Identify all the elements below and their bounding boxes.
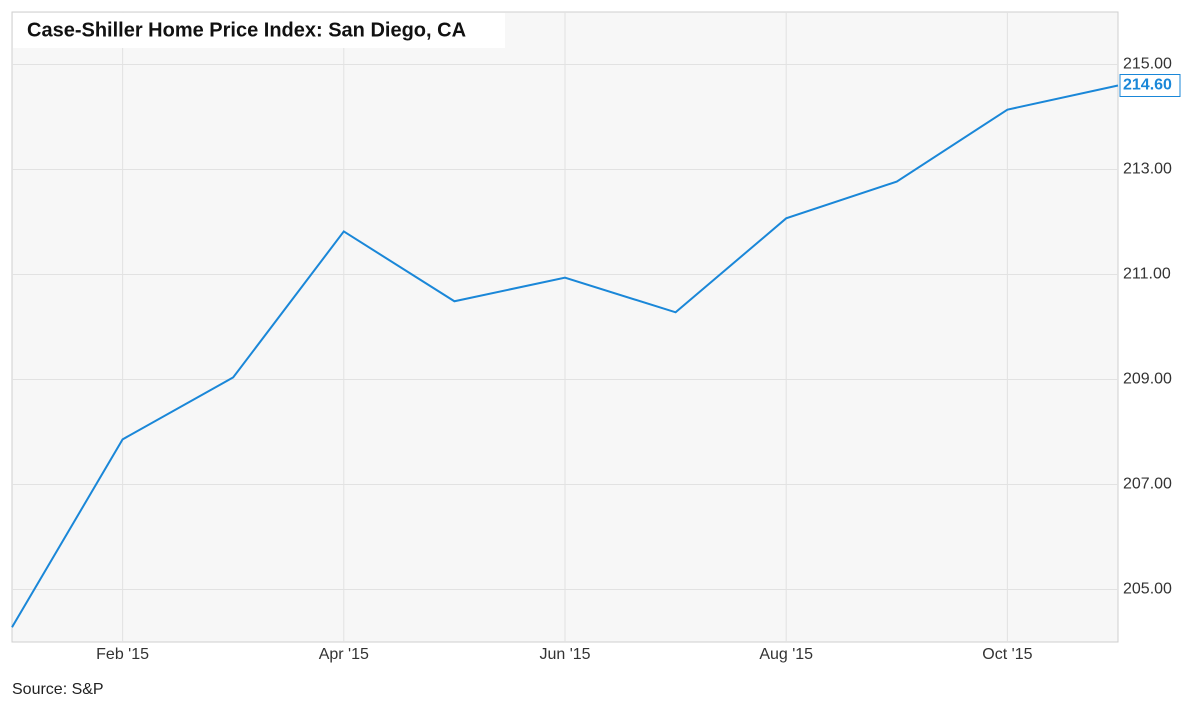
value-label: 214.60	[1123, 77, 1172, 94]
title-box	[13, 13, 505, 48]
x-tick-label: Jun '15	[539, 646, 590, 663]
x-tick-label: Feb '15	[96, 646, 149, 663]
grid	[12, 12, 1118, 642]
x-tick-label: Oct '15	[982, 646, 1032, 663]
chart-title: Case-Shiller Home Price Index: San Diego…	[27, 19, 466, 41]
source: Source: S&P	[12, 681, 104, 698]
y-tick-label: 211.00	[1123, 266, 1171, 283]
value-label-box	[1119, 74, 1181, 97]
y-tick-label: 213.00	[1123, 161, 1172, 178]
x-tick-label: Aug '15	[759, 646, 813, 663]
y-tick-label: 207.00	[1123, 476, 1172, 493]
y-tick-label: 205.00	[1123, 581, 1172, 598]
marks	[11, 84, 1119, 628]
y-tick-label: 209.00	[1123, 371, 1172, 388]
line	[11, 84, 1119, 628]
x-tick-label: Apr '15	[319, 646, 369, 663]
y-tick-label: 215.00	[1123, 56, 1172, 73]
